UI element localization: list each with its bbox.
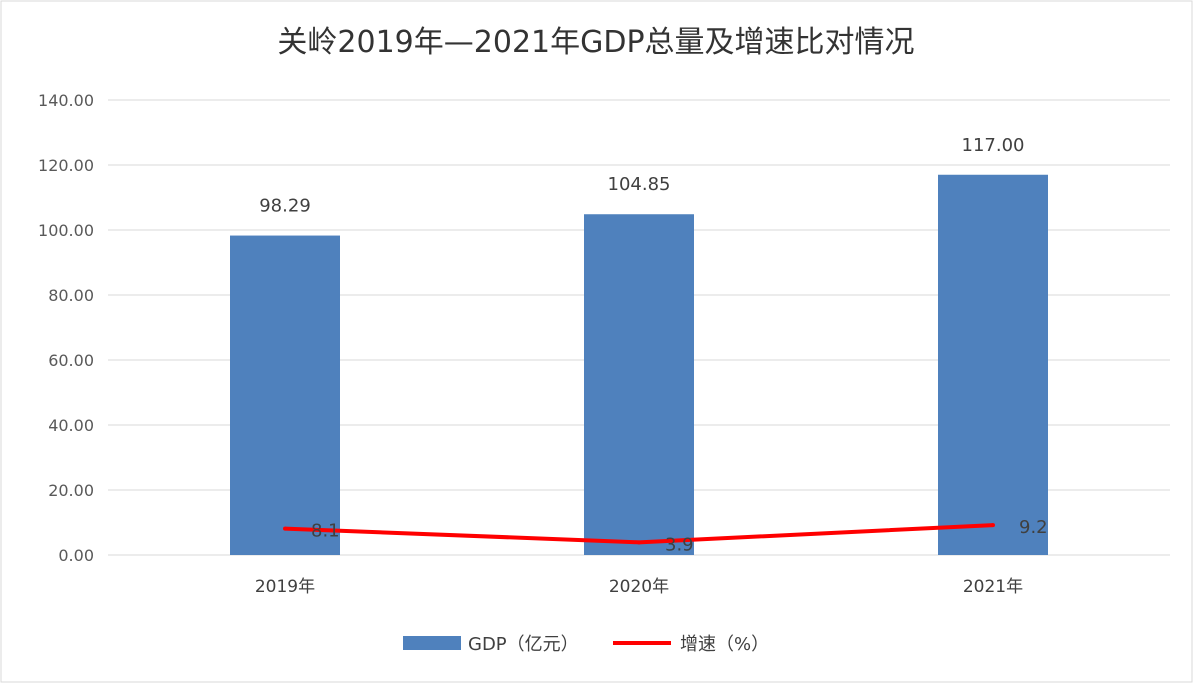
x-axis-categories: 2019年 2020年 2021年 [255, 577, 1023, 597]
y-tick-label: 40.00 [48, 416, 94, 435]
growth-data-label: 8.1 [311, 521, 340, 542]
gdp-bar [230, 235, 340, 555]
y-tick-label: 140.00 [38, 91, 94, 110]
y-tick-label: 80.00 [48, 286, 94, 305]
growth-line [283, 523, 995, 545]
legend-swatch-gdp [403, 636, 461, 650]
growth-data-label: 9.2 [1019, 517, 1048, 538]
legend: GDP（亿元） 增速（%） [403, 634, 769, 655]
growth-data-labels: 8.1 3.9 9.2 [311, 517, 1048, 555]
x-category-label: 2019年 [255, 577, 315, 597]
y-axis-ticks: 0.00 20.00 40.00 60.00 80.00 100.00 120.00 140.… [38, 91, 94, 565]
y-tick-label: 100.00 [38, 221, 94, 240]
gdp-bar [938, 174, 1048, 555]
gdp-data-label: 104.85 [608, 174, 671, 195]
gdp-data-labels: 98.29 104.85 117.00 [259, 135, 1024, 217]
x-category-label: 2020年 [609, 577, 669, 597]
legend-label-growth: 增速（%） [680, 634, 769, 655]
chart-title: 关岭2019年—2021年GDP总量及增速比对情况 [277, 25, 914, 60]
y-tick-label: 120.00 [38, 156, 94, 175]
growth-point [283, 526, 287, 531]
x-category-label: 2021年 [963, 577, 1023, 597]
y-tick-label: 0.00 [58, 546, 94, 565]
gdp-bar [584, 214, 694, 556]
gdp-bars [230, 174, 1048, 556]
y-tick-label: 20.00 [48, 481, 94, 500]
gdp-data-label: 117.00 [962, 135, 1025, 156]
growth-point [637, 540, 641, 545]
gdp-data-label: 98.29 [259, 196, 311, 217]
growth-point [991, 523, 995, 528]
legend-label-gdp: GDP（亿元） [468, 634, 579, 655]
growth-data-label: 3.9 [665, 534, 694, 555]
y-tick-label: 60.00 [48, 351, 94, 370]
